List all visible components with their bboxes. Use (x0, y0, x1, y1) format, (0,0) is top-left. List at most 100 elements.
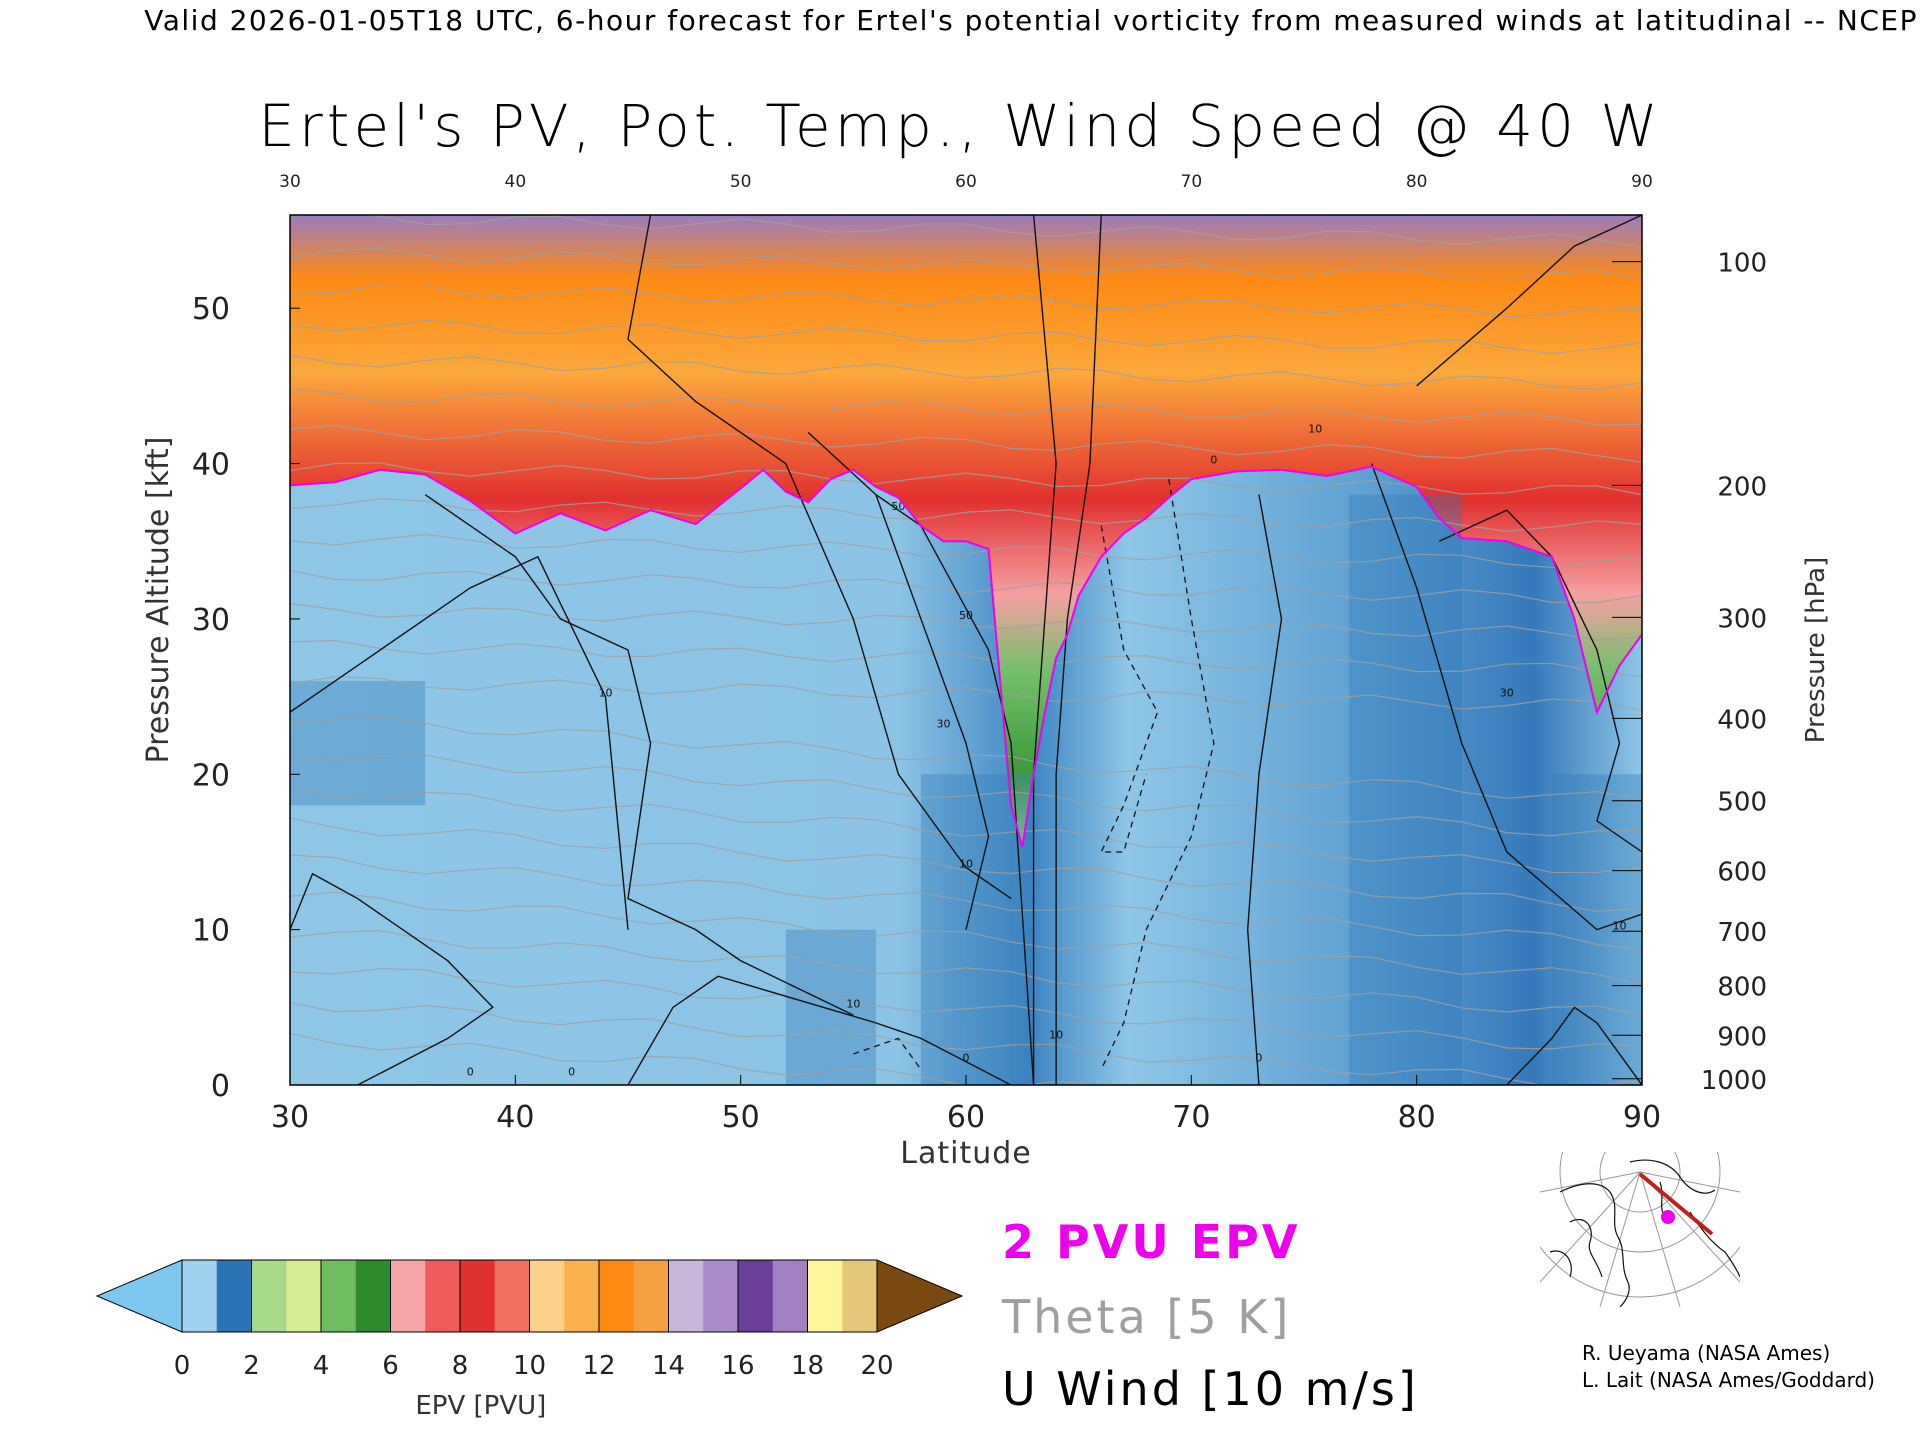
colorbar-segment (633, 1260, 669, 1332)
theta-contour (290, 817, 1642, 912)
legend-theta: Theta [5 K] (1002, 1290, 1292, 1344)
top-tick-label: 50 (730, 172, 752, 192)
stratosphere-pv-fill (290, 215, 1642, 848)
top-tick-label: 40 (505, 172, 527, 192)
colorbar-over-arrow (876, 1259, 964, 1333)
wind-contour-label: 0 (568, 1066, 575, 1079)
pressure-tick-label: 400 (1717, 705, 1767, 735)
top-tick-label: 60 (955, 172, 977, 192)
colorbar-segment (425, 1260, 461, 1332)
colorbar-segment (494, 1260, 530, 1332)
tropopause-2pvu-line (290, 465, 1642, 848)
pressure-tick-label: 900 (1717, 1022, 1767, 1052)
y-axis-label-right: Pressure [hPa] (1801, 557, 1831, 744)
wind-contour-label: 10 (1049, 1028, 1063, 1041)
pressure-tick-label: 100 (1717, 249, 1767, 279)
theta-contour (290, 754, 1642, 837)
wind-contour-0 (290, 872, 494, 1085)
theta-contour (290, 715, 1642, 800)
y-axis-label-left: Pressure Altitude [kft] (141, 437, 176, 764)
theta-contour (290, 891, 1642, 986)
x-tick-label: 90 (1623, 1100, 1661, 1135)
wind-contour-label: 0 (1210, 454, 1217, 467)
chart-title: Ertel's PV, Pot. Temp., Wind Speed @ 40 … (258, 92, 1662, 160)
y-tick-label: 50 (192, 292, 230, 327)
header-text: Valid 2026-01-05T18 UTC, 6-hour forecast… (144, 4, 1918, 37)
pressure-tick-label: 300 (1717, 604, 1767, 634)
wind-easterly-contour-2 (853, 1037, 922, 1070)
y-tick-label: 30 (192, 603, 230, 638)
theta-contour (290, 354, 1642, 390)
colorbar-segment (599, 1260, 635, 1332)
pressure-tick-label: 600 (1717, 858, 1767, 888)
theta-contour (290, 425, 1642, 463)
map-track-line (1638, 1172, 1714, 1236)
colorbar-segment (390, 1260, 426, 1332)
colorbar-segment (564, 1260, 600, 1332)
wind-contour-label: 10 (959, 858, 973, 871)
wind-contour-label: 0 (467, 1066, 474, 1079)
colorbar-tick-label: 8 (452, 1351, 469, 1381)
theta-contour (290, 569, 1642, 604)
top-tick-label: 80 (1406, 172, 1428, 192)
wind-contour-11 (1370, 463, 1642, 931)
theta-contour (290, 930, 1642, 1016)
legend-2pvu: 2 PVU EPV (1002, 1215, 1301, 1269)
theta-contour (290, 1032, 1110, 1085)
legend-u-wind: U Wind [10 m/s] (1002, 1362, 1419, 1416)
y-tick-label: 0 (211, 1069, 230, 1104)
colorbar-under-arrow (95, 1259, 183, 1333)
polar-stereographic-map-icon (1540, 1152, 1740, 1307)
colorbar-segment (216, 1260, 252, 1332)
pressure-tick-label: 200 (1717, 472, 1767, 502)
pv-streak-1 (1349, 494, 1462, 1085)
theta-contour (290, 676, 1642, 712)
troposphere-pv-fill (290, 466, 1642, 1085)
colorbar-tick-label: 6 (382, 1351, 399, 1381)
colorbar-tick-label: 14 (652, 1351, 685, 1381)
wind-contour-label: 30 (936, 718, 950, 731)
theta-contour (290, 639, 1642, 678)
wind-contour-7 (1032, 215, 1057, 1085)
y-tick-label: 40 (192, 448, 230, 483)
wind-easterly-contour-0 (1100, 525, 1159, 853)
theta-contour (290, 247, 1642, 281)
colorbar-tick-label: 20 (860, 1351, 893, 1381)
y-tick-label: 20 (192, 758, 230, 793)
theta-contour (290, 785, 1642, 874)
x-tick-label: 50 (722, 1100, 760, 1135)
colorbar-segment (703, 1260, 739, 1332)
colorbar-tick-label: 12 (582, 1351, 615, 1381)
theta-contour (290, 215, 1642, 249)
pressure-tick-label: 1000 (1701, 1066, 1767, 1096)
credit-line-1: R. Ueyama (NASA Ames) (1582, 1341, 1831, 1365)
colorbar-segment (772, 1260, 808, 1332)
colorbar-segment (842, 1260, 878, 1332)
colorbar-label: EPV [PVU] (415, 1391, 546, 1421)
x-tick-label: 40 (496, 1100, 534, 1135)
colorbar-tick-label: 18 (791, 1351, 824, 1381)
top-tick-label: 90 (1631, 172, 1653, 192)
pressure-tick-label: 500 (1717, 788, 1767, 818)
wind-contour-label: 30 (1500, 687, 1514, 700)
colorbar-segment (460, 1260, 496, 1332)
map-location-marker (1661, 1210, 1675, 1224)
theta-contour (290, 319, 1642, 355)
theta-contour (290, 968, 1642, 1050)
wind-easterly-contour-1 (1100, 479, 1215, 1070)
credit-line-2: L. Lait (NASA Ames/Goddard) (1582, 1368, 1875, 1392)
wind-contour-8 (1055, 215, 1102, 1085)
pv-streak-3 (290, 681, 426, 806)
theta-contour (290, 284, 1642, 318)
colorbar-tick-label: 2 (243, 1351, 260, 1381)
wind-contour-label: 0 (1255, 1052, 1262, 1065)
colorbar-segment (355, 1260, 391, 1332)
x-tick-label: 30 (271, 1100, 309, 1135)
wind-contour-label: 10 (598, 687, 612, 700)
wind-contour-label: 0 (963, 1052, 970, 1065)
top-tick-label: 70 (1181, 172, 1203, 192)
wind-contour-13 (1506, 1006, 1642, 1085)
colorbar-segment (286, 1260, 322, 1332)
theta-contour (290, 1002, 1642, 1085)
